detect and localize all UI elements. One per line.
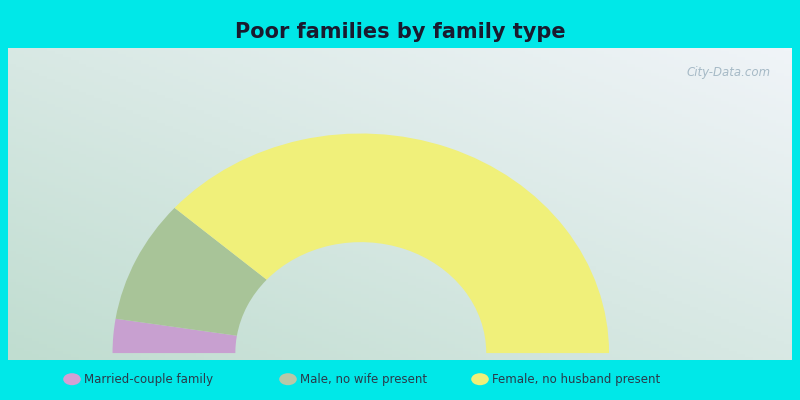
Text: Male, no wife present: Male, no wife present [300,373,427,386]
Text: Married-couple family: Married-couple family [84,373,213,386]
Text: City-Data.com: City-Data.com [687,66,771,80]
Ellipse shape [471,373,489,385]
Text: Poor families by family type: Poor families by family type [234,22,566,42]
Ellipse shape [279,373,297,385]
Wedge shape [115,208,266,336]
Text: Female, no husband present: Female, no husband present [492,373,660,386]
Ellipse shape [63,373,81,385]
Wedge shape [174,134,609,353]
Wedge shape [113,319,237,353]
